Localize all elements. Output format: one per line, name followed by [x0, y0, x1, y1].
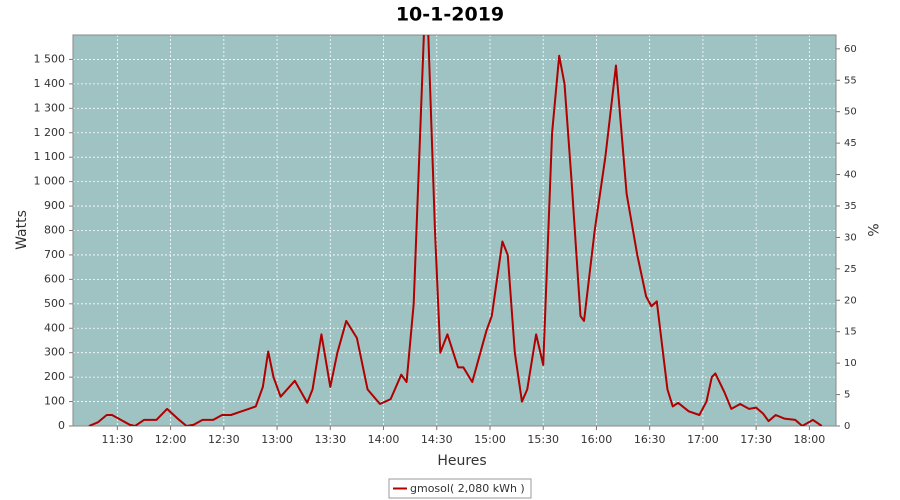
x-tick-label: 18:00 — [794, 433, 826, 446]
x-tick-label: 11:30 — [102, 433, 134, 446]
legend: gmosol( 2,080 kWh ) — [388, 478, 532, 499]
x-tick-label: 16:30 — [634, 433, 666, 446]
y2-tick-label: 15 — [844, 327, 857, 338]
y-tick-label: 300 — [44, 346, 65, 359]
y-tick-label: 500 — [44, 297, 65, 310]
y-tick-label: 200 — [44, 370, 65, 383]
y-tick-label: 800 — [44, 224, 65, 237]
y-tick-label: 100 — [44, 395, 65, 408]
y2-tick-label: 35 — [844, 201, 857, 212]
y2-axis-label: % — [864, 223, 880, 236]
x-tick-label: 14:30 — [421, 433, 453, 446]
legend-label: gmosol( 2,080 kWh ) — [410, 482, 525, 495]
y-tick-label: 1 500 — [34, 52, 66, 65]
x-tick-label: 12:00 — [155, 433, 187, 446]
x-tick-label: 13:00 — [261, 433, 293, 446]
plot-border — [72, 34, 837, 427]
y2-tick-label: 0 — [844, 421, 850, 432]
y2-tick-label: 5 — [844, 390, 850, 401]
x-tick-label: 15:00 — [474, 433, 506, 446]
x-tick-label: 16:00 — [581, 433, 613, 446]
x-tick-label: 14:00 — [368, 433, 400, 446]
y-tick-label: 1 400 — [34, 77, 66, 90]
y-tick-label: 900 — [44, 199, 65, 212]
y2-tick-label: 50 — [844, 107, 857, 118]
x-axis-label: Heures — [437, 453, 486, 469]
chart-title: 10-1-2019 — [396, 4, 504, 26]
x-tick-label: 17:30 — [740, 433, 772, 446]
y-tick-label: 400 — [44, 321, 65, 334]
y-tick-label: 700 — [44, 248, 65, 261]
y-tick-label: 1 000 — [34, 175, 66, 188]
y2-tick-label: 25 — [844, 264, 857, 275]
y-axis-label: Watts — [14, 210, 30, 250]
x-tick-label: 15:30 — [527, 433, 559, 446]
y2-tick-label: 55 — [844, 75, 857, 86]
y-tick-label: 1 100 — [34, 150, 66, 163]
y2-tick-label: 40 — [844, 170, 857, 181]
y2-tick-label: 60 — [844, 44, 857, 55]
y-tick-label: 1 300 — [34, 101, 66, 114]
y2-tick-label: 45 — [844, 138, 857, 149]
y-tick-label: 0 — [58, 419, 65, 432]
legend-box — [388, 478, 532, 499]
data-line — [88, 35, 823, 426]
y-tick-label: 600 — [44, 272, 65, 285]
y2-tick-label: 30 — [844, 232, 857, 243]
y2-tick-label: 10 — [844, 358, 857, 369]
y-tick-label: 1 200 — [34, 126, 66, 139]
x-tick-label: 17:00 — [687, 433, 719, 446]
x-tick-label: 13:30 — [314, 433, 346, 446]
x-tick-label: 12:30 — [208, 433, 240, 446]
y2-tick-label: 20 — [844, 295, 857, 306]
